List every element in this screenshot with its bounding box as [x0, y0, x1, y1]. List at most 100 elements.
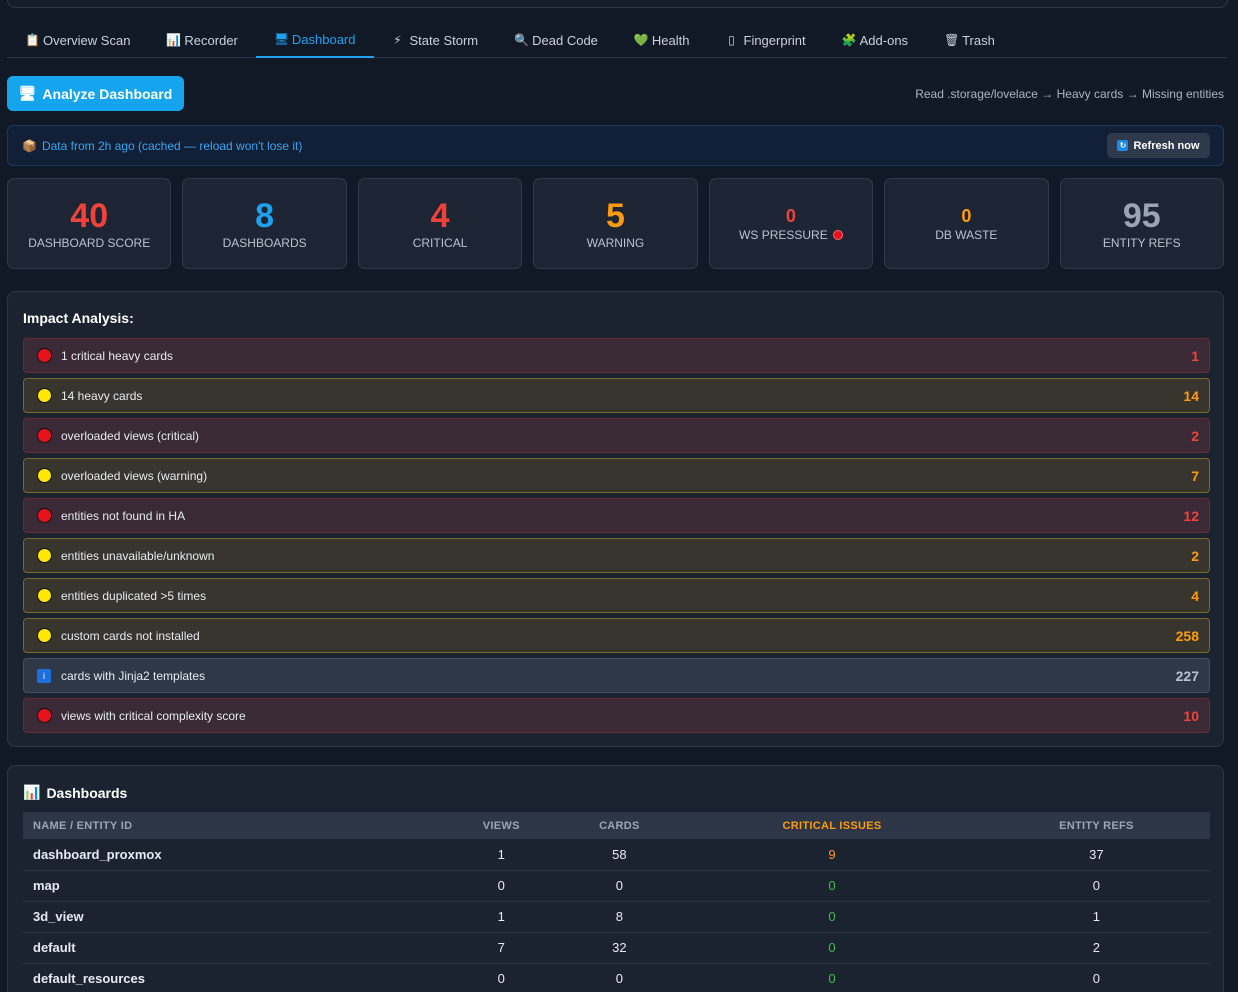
cell-critical: 0: [681, 963, 983, 992]
tab-state-storm[interactable]: ⚡ State Storm: [374, 22, 497, 58]
table-row[interactable]: default_resources 0 0 0 0: [23, 963, 1210, 992]
stat-card-critical: 4 CRITICAL: [357, 178, 523, 269]
yellow-circle-icon: [36, 548, 52, 564]
analyze-button-label: Analyze Dashboard: [42, 85, 173, 102]
stat-label-text: DASHBOARD SCORE: [28, 235, 151, 250]
cell-views: 1: [445, 901, 558, 933]
table-row[interactable]: map 0 0 0 0: [23, 870, 1210, 902]
cell-views: 0: [445, 870, 558, 902]
cell-critical: 0: [681, 901, 983, 933]
tab-label: Overview Scan: [43, 32, 131, 48]
cell-views: 7: [445, 932, 558, 964]
tab-bar: 📋 Overview Scan 📊 Recorder 🖥 Dashboard ⚡ State …: [7, 22, 1227, 58]
tab-label: Fingerprint: [743, 32, 806, 48]
red-circle-icon: [36, 708, 52, 724]
impact-row-count: 227: [1175, 667, 1199, 684]
tab-overview-scan[interactable]: 📋 Overview Scan: [7, 22, 148, 58]
stat-label: ENTITY REFS: [1103, 236, 1181, 250]
tab-label: Dashboard: [291, 31, 356, 47]
dashboards-panel: 📊 Dashboards NAME / ENTITY ID VIEWS CARDS C…: [7, 765, 1224, 992]
cell-refs: 0: [982, 963, 1210, 992]
stat-label: WARNING: [587, 236, 645, 250]
stat-card-ws-pressure: 0 WS PRESSURE: [708, 178, 874, 269]
cell-cards: 0: [557, 963, 682, 992]
stat-value: 0: [785, 205, 796, 226]
impact-row-count: 258: [1175, 627, 1199, 644]
stat-value: 95: [1122, 196, 1161, 235]
stat-card-db-waste: 0 DB WASTE: [884, 178, 1049, 269]
chart-icon: 📊: [166, 33, 182, 47]
tab-health[interactable]: 💚 Health: [616, 22, 708, 58]
monitor-icon: 🖥: [18, 85, 37, 101]
trash-icon: 🗑: [944, 33, 960, 47]
cell-name: default_resources: [23, 963, 446, 992]
clipboard-icon: 📋: [25, 33, 40, 47]
cell-cards: 58: [557, 839, 682, 871]
cell-name: map: [23, 870, 446, 902]
impact-row-text: entities duplicated >5 times: [61, 588, 207, 603]
stat-label-text: WARNING: [586, 235, 645, 250]
tab-fingerprint[interactable]: ▯ Fingerprint: [708, 22, 824, 58]
yellow-circle-icon: [36, 388, 52, 404]
table-row[interactable]: default 7 32 0 2: [23, 932, 1210, 964]
tab-label: Add-ons: [859, 32, 909, 48]
stat-label: DASHBOARDS: [223, 236, 307, 250]
impact-row: overloaded views (critical) 2: [23, 418, 1210, 453]
fingerprint-icon: ▯: [728, 33, 735, 47]
column-header: ENTITY REFS: [1059, 819, 1134, 832]
cell-refs: 1: [982, 901, 1210, 933]
impact-row-count: 2: [1191, 427, 1199, 444]
stat-value: 4: [430, 196, 450, 235]
stat-label: DASHBOARD SCORE: [28, 236, 150, 250]
dashboards-title: Dashboards: [46, 784, 128, 801]
tab-dashboard[interactable]: 🖥 Dashboard: [255, 22, 374, 58]
tab-dead-code[interactable]: 🔍 Dead Code: [496, 22, 616, 58]
analyze-dashboard-button[interactable]: 🖥 Analyze Dashboard: [7, 76, 184, 111]
tab-add-ons[interactable]: 🧩 Add-ons: [824, 22, 926, 58]
impact-row-text: 14 heavy cards: [61, 388, 143, 403]
stat-value: 5: [606, 196, 625, 235]
stat-card-dashboards: 8 DASHBOARDS: [182, 178, 347, 269]
tab-label: Trash: [962, 32, 995, 48]
impact-row-count: 14: [1183, 387, 1199, 404]
tab-trash[interactable]: 🗑 Trash: [926, 22, 1013, 58]
analysis-hint: Read .storage/lovelace → Heavy cards → M…: [915, 87, 1224, 101]
cache-banner: 📦 Data from 2h ago (cached — reload won'…: [7, 125, 1224, 166]
impact-row-text: entities unavailable/unknown: [61, 548, 215, 563]
tab-label: Recorder: [184, 32, 238, 48]
cell-critical: 0: [681, 870, 983, 902]
cell-views: 0: [445, 963, 558, 992]
impact-row-text: overloaded views (warning): [61, 468, 208, 483]
stat-label-text: DASHBOARDS: [222, 235, 307, 250]
chart-icon: 📊: [23, 784, 41, 800]
cell-refs: 0: [982, 870, 1210, 902]
stat-value: 0: [961, 205, 972, 226]
refresh-now-button[interactable]: ↻ Refresh now: [1107, 133, 1210, 158]
stat-card-entity-refs: 95 ENTITY REFS: [1059, 178, 1224, 269]
magnifier-icon: 🔍: [514, 33, 530, 47]
red-circle-icon: [36, 348, 52, 364]
impact-row-text: overloaded views (critical): [61, 428, 200, 443]
tab-label: Health: [651, 32, 690, 48]
impact-row: 14 heavy cards 14: [23, 378, 1210, 413]
impact-row: overloaded views (warning) 7: [23, 458, 1210, 493]
stat-label-text: WS PRESSURE: [739, 227, 828, 242]
cell-refs: 2: [982, 932, 1210, 964]
cell-name: 3d_view: [23, 901, 446, 933]
table-row[interactable]: dashboard_proxmox 1 58 9 37: [23, 839, 1210, 871]
info-icon: i: [36, 668, 52, 684]
impact-row-count: 4: [1191, 587, 1199, 604]
tab-recorder[interactable]: 📊 Recorder: [148, 22, 255, 58]
table-row[interactable]: 3d_view 1 8 0 1: [23, 901, 1210, 933]
impact-row-text: views with critical complexity score: [61, 708, 246, 723]
column-header: NAME / ENTITY ID: [33, 819, 133, 832]
cell-name: default: [23, 932, 446, 964]
yellow-circle-icon: [36, 588, 52, 604]
stat-label: DB WASTE: [935, 228, 997, 242]
impact-row: entities unavailable/unknown 2: [23, 538, 1210, 573]
impact-row-count: 7: [1191, 467, 1199, 484]
stat-label: WS PRESSURE: [739, 228, 843, 242]
stats-row: 4 0 DASHBOARD SCORE 8 DASHBOARDS 4 CRITICAL 5 WA…: [7, 178, 1224, 269]
cache-message: Data from 2h ago (cached — reload won't …: [41, 139, 303, 153]
cell-name: dashboard_proxmox: [23, 839, 446, 871]
